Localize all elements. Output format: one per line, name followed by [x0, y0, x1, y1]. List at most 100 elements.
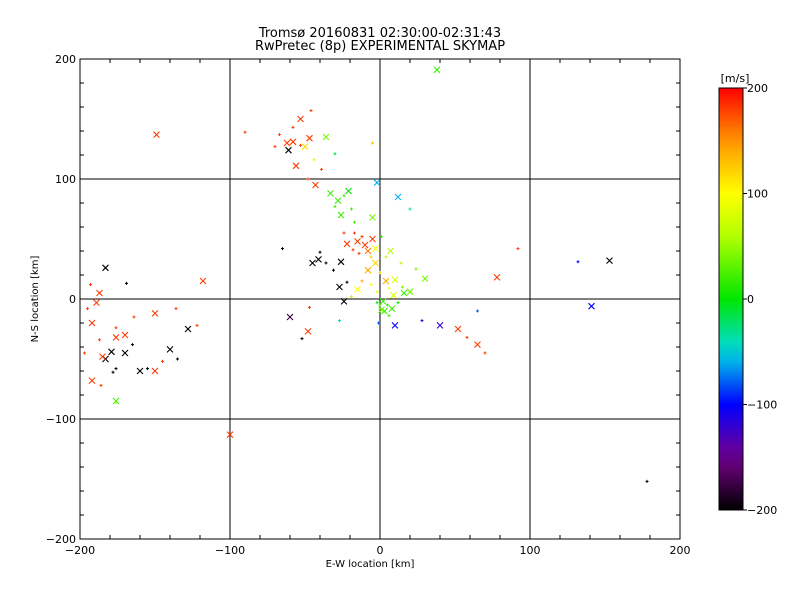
data-point-x [400, 289, 408, 297]
data-point-x [88, 377, 96, 384]
data-point-plus [306, 177, 310, 181]
data-point-x [391, 276, 399, 284]
data-point-plus [396, 301, 400, 305]
data-point-x [387, 247, 394, 255]
y-tick-label: 100 [55, 173, 76, 186]
data-point-x [327, 190, 334, 197]
data-point-plus [243, 130, 247, 134]
colorbar-tick-label: −200 [747, 504, 777, 517]
data-point-x [166, 346, 174, 353]
data-point-x [336, 283, 343, 291]
data-point-plus [360, 279, 364, 283]
data-point-plus [576, 260, 580, 264]
data-point-plus [353, 220, 356, 224]
data-point-plus [309, 109, 313, 113]
chart-title-line2: RwPretec (8p) EXPERIMENTAL SKYMAP [254, 39, 506, 54]
x-tick-label: −200 [65, 544, 95, 557]
data-point-plus [476, 309, 479, 313]
data-point-plus [146, 367, 149, 371]
chart-title-line1: Tromsø 20160831 02:30:00-02:31:43 [258, 26, 502, 41]
data-point-x [88, 319, 96, 327]
data-point-plus [308, 305, 311, 309]
y-tick-label: −100 [46, 413, 76, 426]
data-point-x [406, 288, 414, 296]
data-point-x [345, 187, 352, 195]
data-point-plus [89, 283, 92, 287]
data-point-x [102, 264, 109, 272]
data-point-x [364, 266, 372, 274]
data-point-plus [99, 383, 103, 387]
data-point-x [121, 349, 129, 357]
data-point-plus [333, 152, 337, 156]
data-point-plus [83, 351, 86, 355]
data-point-plus [369, 255, 373, 259]
data-point-plus [401, 285, 404, 289]
data-point-x [315, 256, 322, 263]
data-point-plus [195, 323, 199, 327]
data-point-x [373, 179, 381, 186]
data-point-x [337, 211, 345, 219]
data-point-x [286, 313, 294, 321]
y-axis-label: N-S location [km] [30, 256, 41, 343]
data-point-plus [299, 143, 302, 147]
data-point-plus [414, 267, 418, 271]
data-point-x [96, 289, 103, 297]
data-point-plus [350, 295, 353, 299]
data-point-x [369, 235, 376, 243]
data-point-plus [342, 194, 346, 198]
data-point-plus [384, 255, 388, 259]
data-point-x [93, 299, 100, 306]
data-point-plus [111, 370, 115, 374]
data-point-plus [300, 337, 304, 341]
data-point-x [289, 138, 297, 146]
data-point-plus [98, 338, 101, 342]
data-point-x [354, 238, 361, 245]
data-point-plus [369, 283, 373, 287]
data-point-plus [338, 319, 341, 323]
data-point-plus [345, 280, 349, 284]
data-point-plus [312, 158, 316, 162]
x-tick-label: 100 [520, 544, 541, 557]
colorbar-label: [m/s] [721, 72, 750, 85]
data-point-plus [375, 301, 379, 305]
data-point-plus [332, 268, 335, 272]
x-tick-label: 200 [670, 544, 691, 557]
data-point-x [354, 286, 361, 293]
data-point-plus [378, 303, 382, 307]
data-point-x [390, 292, 397, 299]
data-point-plus [86, 307, 89, 311]
data-point-x [343, 240, 351, 248]
data-point-plus [378, 271, 382, 275]
data-point-x [306, 134, 313, 142]
data-point-x [99, 353, 106, 360]
data-point-plus [375, 290, 379, 294]
data-point-plus [114, 326, 118, 330]
data-point-x [369, 214, 376, 221]
data-point-x [372, 259, 379, 267]
data-point-plus [176, 357, 179, 361]
data-point-plus [351, 248, 355, 252]
data-point-x [361, 241, 369, 249]
data-point-plus [161, 359, 164, 363]
data-point-plus [281, 247, 284, 251]
data-point-plus [516, 247, 520, 251]
data-point-x [121, 331, 129, 339]
data-point-plus [645, 479, 649, 483]
data-point-plus [291, 125, 295, 129]
data-point-plus [353, 231, 356, 235]
data-point-plus [483, 351, 487, 355]
data-point-plus [357, 251, 361, 255]
data-point-x [226, 431, 234, 438]
data-point-x [394, 193, 402, 201]
data-point-x [391, 322, 399, 329]
data-point-plus [278, 133, 281, 137]
data-point-x [309, 259, 316, 267]
data-point-plus [114, 367, 118, 371]
y-tick-label: −200 [46, 533, 76, 546]
data-point-x [153, 131, 160, 138]
colorbar-tick-label: 200 [747, 82, 768, 95]
colorbar-tick-label: −100 [747, 399, 777, 412]
data-point-plus [360, 235, 364, 239]
